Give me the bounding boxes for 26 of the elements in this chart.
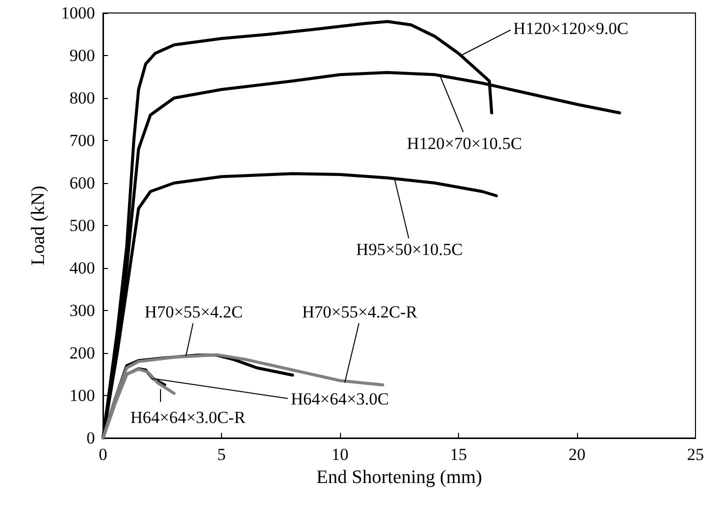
annotation: H120×120×9.0C [513,19,628,38]
x-tick-label: 0 [98,445,108,464]
x-tick-label: 20 [568,445,586,464]
y-tick-label: 600 [70,174,95,192]
y-tick-label: 700 [70,131,95,150]
x-axis-title: End Shortening (mm) [316,466,482,488]
y-axis-title: Load (kN) [28,186,49,266]
y-tick-label: 900 [70,46,95,65]
annotation: H70×55×4.2C [144,302,243,322]
x-tick-label: 5 [217,445,226,464]
y-tick-label: 100 [70,386,95,405]
annotation: H70×55×4.2C-R [302,302,418,322]
annotation: H64×64×3.0C-R [130,408,246,427]
x-tick-label: 15 [450,445,467,464]
y-tick-label: 1000 [61,4,95,22]
y-tick-label: 0 [86,428,95,448]
y-tick-label: 500 [70,216,95,235]
annotation: H64×64×3.0C [290,389,389,408]
annotation: H95×50×10.5C [356,240,463,260]
y-tick-label: 400 [70,258,95,278]
x-tick-label: 10 [332,445,348,464]
y-tick-label: 200 [70,344,95,362]
x-tick-label: 25 [687,445,704,464]
annotation: H120×70×10.5C [406,134,522,153]
y-tick-label: 800 [70,88,95,108]
y-tick-label: 300 [70,301,95,320]
